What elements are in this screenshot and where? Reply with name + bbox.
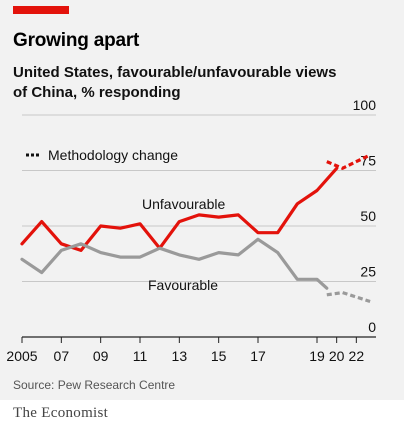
unfavourable-series-dashed-line (326, 153, 371, 171)
y-tick-label: 25 (360, 264, 376, 280)
chart-panel (0, 0, 404, 400)
publisher-logo: The Economist (13, 405, 109, 421)
x-tick-label: 20 (329, 348, 345, 364)
y-tick-label: 100 (353, 97, 377, 113)
x-tick-label: 15 (211, 348, 227, 364)
source-note: Source: Pew Research Centre (13, 378, 176, 392)
unfavourable-series-label: Unfavourable (142, 196, 225, 212)
favourable-series-line (20, 237, 329, 290)
y-tick-label: 0 (368, 319, 376, 335)
x-tick-label: 07 (54, 348, 70, 364)
x-tick-label: 09 (93, 348, 109, 364)
x-tick-label: 11 (133, 348, 148, 364)
x-tick-label: 22 (349, 348, 365, 364)
favourable-series-label: Favourable (148, 277, 218, 293)
favourable-series-dashed-line (326, 290, 371, 304)
methodology-legend-label: Methodology change (48, 147, 178, 163)
chart-subtitle: United States, favourable/unfavourable v… (13, 64, 337, 101)
chart-title: Growing apart (13, 30, 140, 51)
line-chart: 0 25 50 75 100 2005 07 09 11 13 15 17 19 20 22 Methodol… (6, 97, 377, 364)
brand-accent-bar (13, 6, 69, 14)
y-tick-label: 75 (360, 153, 376, 169)
x-tick-label: 17 (250, 348, 266, 364)
x-tick-label: 19 (309, 348, 325, 364)
unfavourable-series-line (20, 166, 339, 252)
y-tick-label: 50 (360, 208, 376, 224)
x-tick-label: 13 (172, 348, 188, 364)
x-tick-label: 2005 (6, 348, 37, 364)
